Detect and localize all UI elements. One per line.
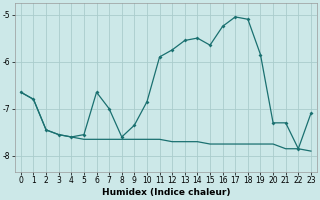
X-axis label: Humidex (Indice chaleur): Humidex (Indice chaleur) [102,188,230,197]
